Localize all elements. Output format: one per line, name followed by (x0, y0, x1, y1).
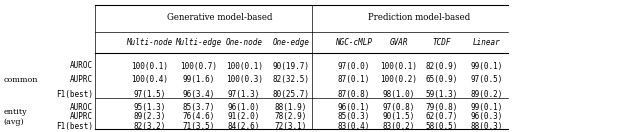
Text: 96(1.0): 96(1.0) (228, 103, 260, 112)
Text: 82(32.5): 82(32.5) (273, 75, 309, 84)
Text: 96(0.3): 96(0.3) (470, 112, 503, 121)
Text: 87(0.8): 87(0.8) (338, 90, 370, 99)
Text: 100(0.1): 100(0.1) (226, 62, 262, 70)
Text: Generative model-based: Generative model-based (167, 13, 273, 22)
Text: 72(3.1): 72(3.1) (275, 122, 307, 131)
Text: 99(0.1): 99(0.1) (470, 62, 503, 70)
Text: 82(3.2): 82(3.2) (134, 122, 166, 131)
Text: 89(2.3): 89(2.3) (134, 112, 166, 121)
Text: 99(0.1): 99(0.1) (470, 103, 503, 112)
Text: 100(0.1): 100(0.1) (131, 62, 168, 70)
Text: 85(0.3): 85(0.3) (338, 112, 370, 121)
Text: 97(1.3): 97(1.3) (228, 90, 260, 99)
Text: 90(19.7): 90(19.7) (273, 62, 309, 70)
Text: 62(0.7): 62(0.7) (426, 112, 458, 121)
Text: Multi-edge: Multi-edge (175, 38, 221, 47)
Text: AUPRC: AUPRC (70, 75, 93, 84)
Text: 82(0.9): 82(0.9) (426, 62, 458, 70)
Text: 71(3.5): 71(3.5) (182, 122, 214, 131)
Text: GVAR: GVAR (390, 38, 408, 47)
Text: 85(3.7): 85(3.7) (182, 103, 214, 112)
Text: 100(0.1): 100(0.1) (381, 62, 417, 70)
Text: 96(0.1): 96(0.1) (338, 103, 370, 112)
Text: AUROC: AUROC (70, 62, 93, 70)
Text: 97(0.5): 97(0.5) (470, 75, 503, 84)
Text: 97(1.5): 97(1.5) (134, 90, 166, 99)
Text: AUROC: AUROC (70, 103, 93, 112)
Text: NGC-cMLP: NGC-cMLP (335, 38, 372, 47)
Text: 79(0.8): 79(0.8) (426, 103, 458, 112)
Text: 83(0.2): 83(0.2) (383, 122, 415, 131)
Text: Prediction model-based: Prediction model-based (368, 13, 470, 22)
Text: One-edge: One-edge (273, 38, 309, 47)
Text: 96(3.4): 96(3.4) (182, 90, 214, 99)
Text: 90(1.5): 90(1.5) (383, 112, 415, 121)
Text: 97(0.0): 97(0.0) (338, 62, 370, 70)
Text: 97(0.8): 97(0.8) (383, 103, 415, 112)
Text: 98(1.0): 98(1.0) (383, 90, 415, 99)
Text: 83(0.4): 83(0.4) (338, 122, 370, 131)
Text: F1(best): F1(best) (56, 122, 93, 131)
Text: 88(1.9): 88(1.9) (275, 103, 307, 112)
Text: 91(2.0): 91(2.0) (228, 112, 260, 121)
Text: Multi-node: Multi-node (127, 38, 173, 47)
Text: 65(0.9): 65(0.9) (426, 75, 458, 84)
Text: 100(0.4): 100(0.4) (131, 75, 168, 84)
Text: TCDF: TCDF (433, 38, 451, 47)
Text: 100(0.3): 100(0.3) (226, 75, 262, 84)
Text: 89(0.2): 89(0.2) (470, 90, 503, 99)
Text: 100(0.7): 100(0.7) (180, 62, 217, 70)
Text: 99(1.6): 99(1.6) (182, 75, 214, 84)
Text: common: common (3, 76, 38, 84)
Text: 76(4.6): 76(4.6) (182, 112, 214, 121)
Text: 80(25.7): 80(25.7) (273, 90, 309, 99)
Text: 100(0.2): 100(0.2) (381, 75, 417, 84)
Text: F1(best): F1(best) (56, 90, 93, 99)
Text: AUPRC: AUPRC (70, 112, 93, 121)
Text: Linear: Linear (473, 38, 500, 47)
Text: One-node: One-node (226, 38, 262, 47)
Text: 84(2.6): 84(2.6) (228, 122, 260, 131)
Text: 59(1.3): 59(1.3) (426, 90, 458, 99)
Text: 58(0.5): 58(0.5) (426, 122, 458, 131)
Text: 78(2.9): 78(2.9) (275, 112, 307, 121)
Text: entity
(avg): entity (avg) (3, 108, 27, 126)
Text: 87(0.1): 87(0.1) (338, 75, 370, 84)
Text: 95(1.3): 95(1.3) (134, 103, 166, 112)
Text: 88(0.3): 88(0.3) (470, 122, 503, 131)
